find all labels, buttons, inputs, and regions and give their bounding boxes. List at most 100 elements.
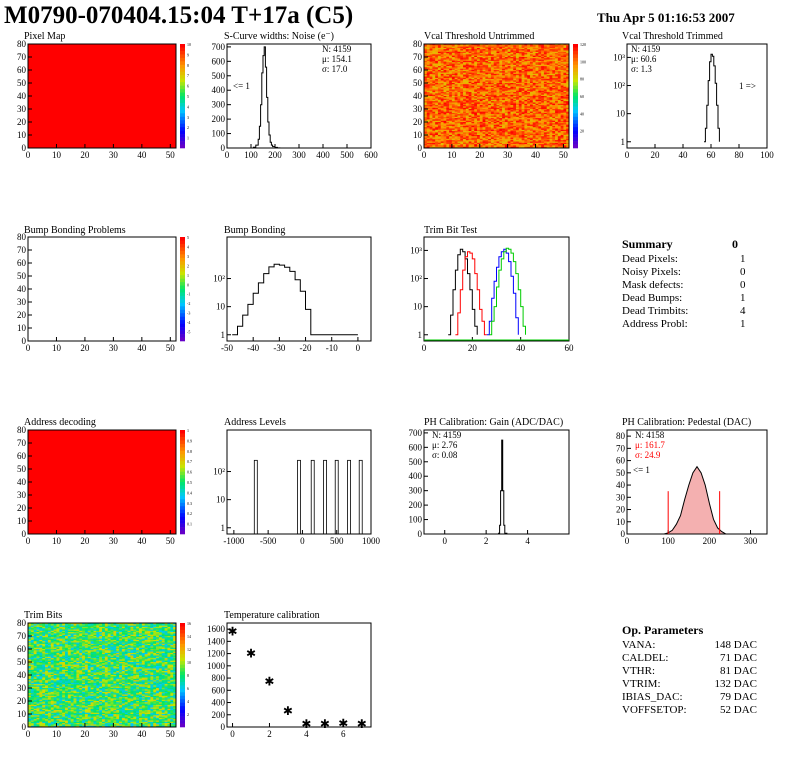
heatmap-cell [468, 102, 472, 105]
heatmap-cell [471, 77, 475, 80]
heatmap-cell [460, 47, 464, 50]
heatmap-cell [437, 90, 442, 93]
heatmap-cell [518, 75, 522, 77]
heatmap-cell [474, 46, 478, 49]
x-tick-label: 500 [340, 150, 354, 160]
heatmap-cell [457, 58, 461, 60]
heatmap-cell [493, 45, 497, 47]
heatmap-cell [535, 106, 539, 108]
heatmap-cell [566, 107, 570, 110]
heatmap-cell [451, 66, 455, 68]
heatmap-cell [560, 73, 564, 76]
heatmap-cell [563, 98, 567, 101]
heatmap-cell [532, 66, 536, 68]
heatmap-cell [496, 76, 500, 79]
heatmap-cell [563, 86, 567, 89]
palette-swatch [573, 137, 578, 142]
heatmap-cell [432, 55, 436, 58]
heatmap-cell [479, 105, 483, 107]
heatmap-cell [471, 54, 475, 56]
heatmap-cell [552, 99, 556, 102]
heatmap-cell [429, 79, 433, 81]
heatmap-cell [507, 98, 511, 101]
heatmap-cell [529, 99, 534, 102]
heatmap-cell [440, 98, 444, 101]
heatmap-cell [521, 59, 525, 62]
palette-swatch [180, 57, 185, 62]
heatmap-cell [549, 46, 553, 49]
heatmap-cell [521, 85, 525, 88]
heatmap-cell [471, 111, 475, 114]
heatmap-cell [454, 54, 458, 56]
heatmap-cell [451, 99, 455, 102]
heatmap-cell [443, 110, 447, 112]
heatmap-cell [518, 58, 522, 60]
heatmap-cell [502, 99, 506, 102]
heatmap-cell [490, 72, 495, 75]
heatmap-cell [546, 73, 550, 76]
heatmap-cell [532, 64, 536, 67]
heatmap-cell [463, 62, 467, 64]
heatmap-cell [513, 79, 517, 81]
palette-label: 0.8 [187, 449, 192, 454]
y-tick-label: 20 [17, 503, 27, 513]
heatmap-cell [435, 92, 439, 94]
heatmap-cell [482, 105, 486, 107]
heatmap-cell [563, 53, 567, 55]
heatmap-cell [476, 72, 481, 75]
heatmap-cell [560, 66, 564, 68]
heatmap-cell [426, 92, 430, 94]
palette-swatch [573, 85, 578, 90]
heatmap-cell [443, 109, 447, 111]
heatmap-cell [465, 44, 469, 46]
heatmap-cell [493, 76, 497, 79]
heatmap-cell [482, 62, 486, 64]
heatmap-cell [435, 71, 439, 73]
heatmap-cell [460, 86, 464, 89]
heatmap-cell [513, 70, 517, 72]
heatmap-cell [555, 72, 559, 75]
heatmap-cell [532, 49, 536, 51]
heatmap-cell [429, 59, 433, 62]
palette-swatch [180, 257, 185, 262]
heatmap-cell [468, 71, 472, 73]
heatmap-cell [488, 97, 492, 99]
heatmap-cell [516, 99, 520, 102]
y-tick-label: 80 [413, 39, 423, 49]
heatmap-cell [557, 51, 561, 54]
heatmap-cell [454, 51, 458, 54]
heatmap-cell [426, 84, 430, 86]
heatmap-cell [440, 45, 444, 47]
heatmap-cell [555, 64, 559, 67]
heatmap-cell [566, 105, 570, 107]
heatmap-cell [532, 85, 536, 88]
heatmap-cell [429, 111, 433, 114]
heatmap-cell [504, 46, 508, 49]
heatmap-cell [504, 86, 508, 89]
heatmap-cell [432, 45, 436, 47]
heatmap-cell [535, 47, 539, 50]
heatmap-cell [538, 59, 542, 62]
heatmap-cell [502, 58, 506, 60]
heatmap-cell [546, 84, 550, 86]
heatmap-cell [471, 103, 475, 106]
heatmap-cell [437, 109, 442, 111]
heatmap-cell [563, 99, 567, 102]
heatmap-cell [521, 102, 525, 105]
heatmap-cell [493, 57, 497, 59]
heatmap-cell [454, 45, 458, 47]
palette-swatch [180, 468, 185, 472]
palette-swatch [180, 523, 185, 528]
heatmap-cell [457, 114, 461, 116]
heatmap-cell [557, 92, 561, 94]
heatmap-cell [463, 71, 467, 73]
heatmap-cell [488, 77, 492, 80]
heatmap-cell [546, 79, 550, 81]
heatmap-cell [446, 75, 450, 77]
heatmap-cell [507, 73, 511, 76]
heatmap-cell [490, 110, 495, 112]
heatmap-cell [493, 51, 497, 54]
heatmap-cell [507, 68, 511, 71]
heatmap-cell [465, 109, 469, 111]
heatmap-cell [552, 92, 556, 94]
